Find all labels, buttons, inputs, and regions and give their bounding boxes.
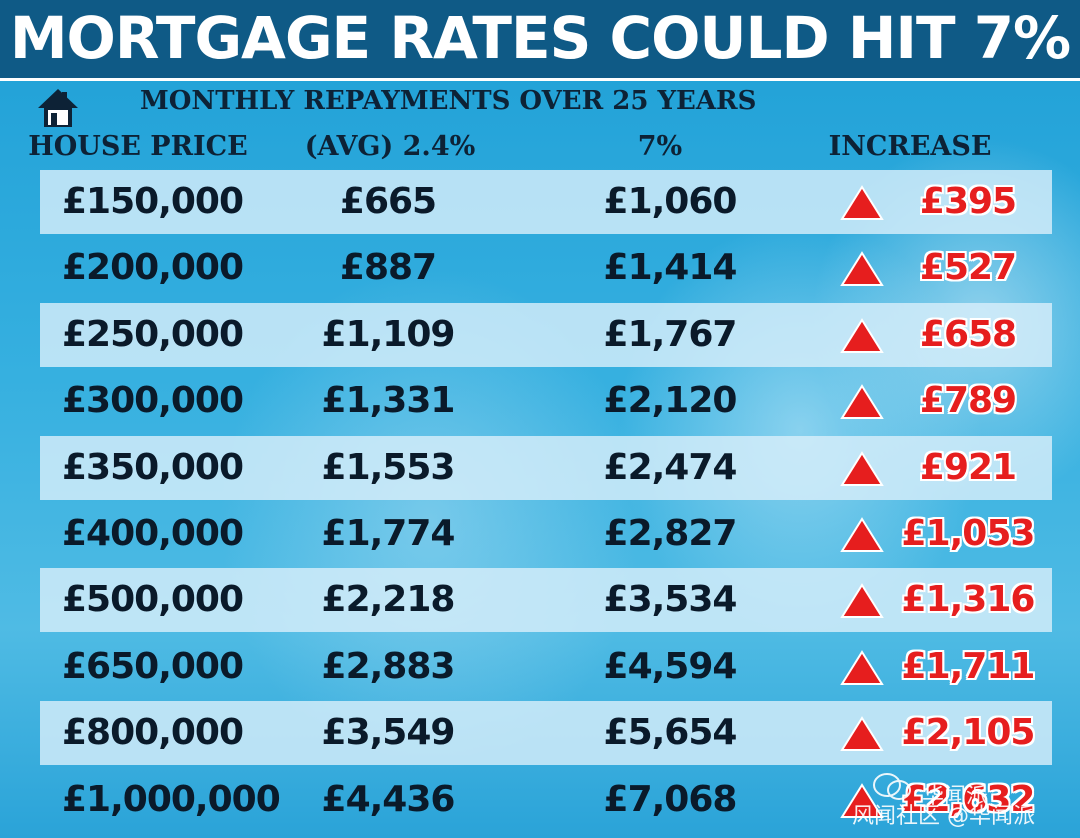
- table-row: £1,000,000 £4,436 £7,068 £2,632: [40, 768, 1052, 832]
- cell-seven-percent-repayment: £2,827: [603, 513, 738, 554]
- chart-subtitle: MONTHLY REPAYMENTS OVER 25 YEARS: [140, 86, 757, 116]
- cell-seven-percent-repayment: £5,654: [603, 712, 738, 754]
- table-row: £650,000 £2,883 £4,594 £1,711: [40, 635, 1052, 699]
- cell-house-price: £350,000: [62, 446, 244, 488]
- column-header-seven-percent: 7%: [637, 131, 683, 162]
- cell-avg-repayment: £1,774: [321, 513, 456, 554]
- cell-increase: £1,316: [901, 579, 1036, 621]
- cell-seven-percent-repayment: £7,068: [603, 778, 738, 820]
- house-icon: [38, 89, 78, 127]
- cell-seven-percent-repayment: £4,594: [603, 645, 738, 687]
- up-arrow-icon: [840, 782, 884, 818]
- cell-avg-repayment: £1,109: [321, 313, 456, 355]
- cell-avg-repayment: £2,883: [321, 645, 456, 687]
- up-arrow-icon: [840, 649, 884, 685]
- cell-seven-percent-repayment: £3,534: [603, 579, 738, 621]
- cell-increase: £1,711: [901, 645, 1036, 687]
- chat-bubble-icon: [873, 773, 911, 800]
- cell-avg-repayment: £887: [339, 247, 437, 289]
- table-row: £400,000 £1,774 £2,827 £1,053: [40, 502, 1052, 566]
- cell-house-price: £150,000: [62, 181, 244, 222]
- table-row: £150,000 £665 £1,060 £395: [40, 170, 1052, 234]
- column-header-avg-rate: (AVG) 2.4%: [304, 131, 476, 162]
- cell-avg-repayment: £3,549: [321, 712, 456, 754]
- title-bar: MORTGAGE RATES COULD HIT 7%: [0, 0, 1080, 81]
- cell-house-price: £400,000: [62, 513, 244, 554]
- cell-increase: £2,632: [901, 778, 1036, 820]
- cell-house-price: £250,000: [62, 313, 244, 355]
- cell-increase: £1,053: [901, 513, 1036, 554]
- up-arrow-icon: [840, 517, 884, 552]
- up-arrow-icon: [840, 185, 884, 220]
- cell-house-price: £200,000: [62, 247, 244, 289]
- up-arrow-icon: [840, 317, 884, 353]
- cell-house-price: £800,000: [62, 712, 244, 754]
- cell-avg-repayment: £2,218: [321, 579, 456, 621]
- cell-seven-percent-repayment: £2,474: [603, 446, 738, 488]
- table-row: £350,000 £1,553 £2,474 £921: [40, 435, 1052, 500]
- table-row: £500,000 £2,218 £3,534 £1,316: [40, 568, 1052, 633]
- up-arrow-icon: [840, 583, 884, 619]
- cell-seven-percent-repayment: £1,060: [603, 181, 738, 222]
- cell-house-price: £300,000: [62, 380, 244, 422]
- up-arrow-icon: [840, 450, 884, 486]
- cell-increase: £395: [919, 181, 1017, 222]
- cell-seven-percent-repayment: £1,414: [603, 247, 738, 289]
- cell-increase: £921: [919, 446, 1017, 488]
- column-header-increase: INCREASE: [828, 131, 992, 162]
- column-header-house-price: HOUSE PRICE: [28, 131, 248, 162]
- cell-increase: £527: [919, 247, 1017, 289]
- up-arrow-icon: [840, 384, 884, 420]
- table-row: £800,000 £3,549 £5,654 £2,105: [40, 701, 1052, 766]
- cell-avg-repayment: £4,436: [321, 778, 456, 820]
- cell-avg-repayment: £1,331: [321, 380, 456, 422]
- cell-avg-repayment: £665: [339, 181, 437, 222]
- cell-increase: £658: [919, 313, 1017, 355]
- cell-house-price: £1,000,000: [62, 778, 281, 820]
- cell-avg-repayment: £1,553: [321, 446, 456, 488]
- chart-title: MORTGAGE RATES COULD HIT 7%: [9, 4, 1071, 72]
- cell-seven-percent-repayment: £2,120: [603, 380, 738, 422]
- cell-increase: £2,105: [901, 712, 1036, 754]
- table-row: £250,000 £1,109 £1,767 £658: [40, 302, 1052, 367]
- watermark-line-2: 风闻社区 @华闻派: [852, 804, 1035, 829]
- cell-increase: £789: [919, 380, 1017, 422]
- watermark-line-1: 华闻派: [922, 784, 989, 809]
- cell-seven-percent-repayment: £1,767: [603, 313, 738, 355]
- up-arrow-icon: [840, 716, 884, 752]
- cell-house-price: £500,000: [62, 579, 244, 621]
- cell-house-price: £650,000: [62, 645, 244, 687]
- table-row: £300,000 £1,331 £2,120 £789: [40, 369, 1052, 433]
- up-arrow-icon: [840, 251, 884, 287]
- table-row: £200,000 £887 £1,414 £527: [40, 236, 1052, 300]
